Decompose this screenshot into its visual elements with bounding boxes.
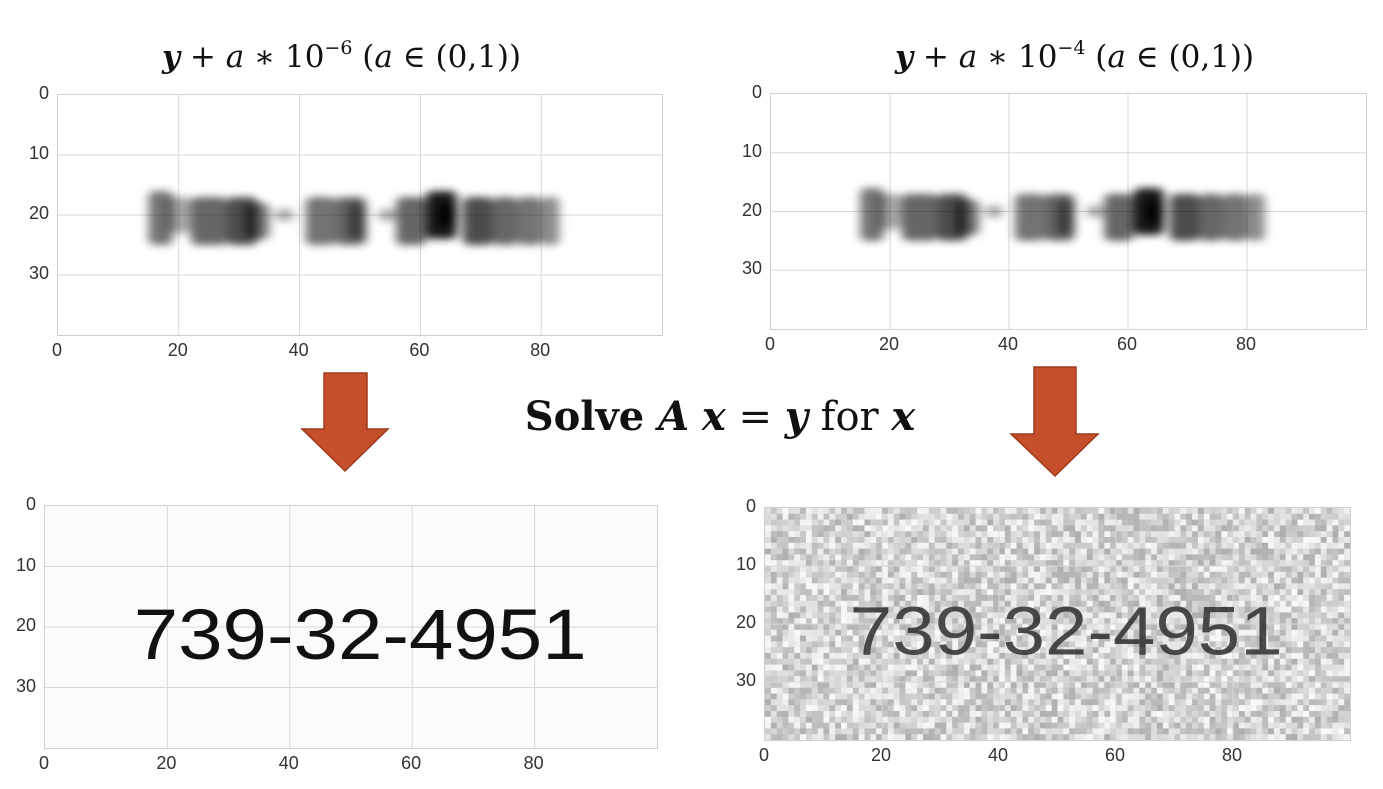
recovered-1e-6-svg: 739-32-4951 xyxy=(45,506,657,748)
y-tick-label: 20 xyxy=(735,612,756,632)
x-tick-label: 20 xyxy=(156,753,177,773)
eq-solve: Solve xyxy=(524,393,659,440)
y-tick-label: 0 xyxy=(751,82,762,102)
title-left-times: ∗ 10 xyxy=(244,39,325,75)
noise-field xyxy=(765,508,1350,740)
x-tick-label: 60 xyxy=(401,753,422,773)
x-tick-label: 0 xyxy=(758,745,769,765)
x-tick-label: 80 xyxy=(1235,334,1257,354)
arrow-right-shape xyxy=(1009,366,1100,478)
title-left-paren: ( xyxy=(352,39,375,75)
recovered-text: 739-32-4951 xyxy=(850,593,1283,670)
x-tick-label: 20 xyxy=(870,745,892,765)
y-tick-label: 30 xyxy=(28,263,49,283)
y-tick-label: 0 xyxy=(25,494,36,514)
y-tick-label: 0 xyxy=(38,83,49,103)
down-arrow-right xyxy=(1009,366,1100,478)
blurred-text-blob xyxy=(860,188,1265,241)
down-arrow-left xyxy=(300,372,390,473)
y-tick-label: 30 xyxy=(741,258,762,279)
plot-bottom-left: 739-32-4951 xyxy=(44,505,658,749)
blurred-noise-1e-6-svg xyxy=(58,95,662,335)
x-tick-label: 0 xyxy=(38,753,49,773)
title-left-a2: a xyxy=(374,39,393,75)
x-tick-label: 40 xyxy=(288,340,309,360)
title-right-plus: + xyxy=(913,39,959,75)
title-left-a: a xyxy=(225,39,245,75)
x-tick-label: 0 xyxy=(51,340,62,360)
title-right: y + a ∗ 10−4 (a ∈ (0,1)) xyxy=(895,22,1255,75)
y-tick-label: 30 xyxy=(15,675,36,696)
x-tick-label: 80 xyxy=(1221,745,1243,765)
y-tick-label: 10 xyxy=(28,143,49,163)
x-tick-label: 20 xyxy=(878,334,900,354)
y-tick-label: 30 xyxy=(735,670,756,690)
title-left-y: y xyxy=(162,39,181,75)
title-left-domain: ∈ (0,1)) xyxy=(392,39,522,75)
title-right-times: ∗ 10 xyxy=(977,39,1058,75)
title-right-exp: −4 xyxy=(1057,37,1086,59)
y-tick-label: 0 xyxy=(745,496,756,516)
y-tick-label: 10 xyxy=(741,140,762,161)
title-left: y + a ∗ 10−6 (a ∈ (0,1)) xyxy=(162,22,522,75)
y-tick-label: 20 xyxy=(28,203,49,223)
title-right-domain: ∈ (0,1)) xyxy=(1125,39,1255,75)
title-right-paren: ( xyxy=(1085,39,1108,75)
x-tick-label: 20 xyxy=(167,340,188,360)
y-tick-label: 20 xyxy=(15,615,36,635)
x-tick-label: 40 xyxy=(987,745,1009,765)
arrow-left-shape xyxy=(300,372,390,473)
recovered-1e-4-svg: 739-32-4951 xyxy=(765,508,1350,740)
x-tick-label: 60 xyxy=(1116,334,1138,354)
eq-y: y xyxy=(784,393,808,440)
y-tick-label: 20 xyxy=(741,199,762,220)
plot-top-right xyxy=(770,93,1367,330)
title-right-a2: a xyxy=(1107,39,1126,75)
x-tick-label: 40 xyxy=(997,334,1019,354)
title-left-exp: −6 xyxy=(324,37,353,59)
eq-A: A xyxy=(658,393,690,440)
solve-equation: Solve A x = y for x xyxy=(490,393,950,440)
x-tick-label: 80 xyxy=(523,753,544,773)
x-tick-label: 60 xyxy=(409,340,430,360)
blurred-noise-1e-4-svg xyxy=(771,94,1366,329)
x-tick-label: 40 xyxy=(278,753,299,773)
eq-equals: = xyxy=(725,394,785,440)
y-tick-label: 10 xyxy=(735,554,756,574)
x-tick-label: 60 xyxy=(1104,745,1126,765)
x-tick-label: 0 xyxy=(764,334,775,354)
plot-bottom-right: 739-32-4951 xyxy=(764,507,1351,741)
title-right-y: y xyxy=(895,39,914,75)
x-tick-label: 80 xyxy=(530,340,551,360)
eq-for: for xyxy=(807,394,892,440)
title-right-a: a xyxy=(958,39,978,75)
eq-x2: x xyxy=(891,393,916,440)
blurred-text-blob xyxy=(148,191,560,245)
title-left-plus: + xyxy=(180,39,226,75)
plot-top-left xyxy=(57,94,663,336)
recovered-text: 739-32-4951 xyxy=(134,595,587,675)
y-tick-label: 10 xyxy=(15,554,36,575)
eq-x: x xyxy=(701,393,726,440)
